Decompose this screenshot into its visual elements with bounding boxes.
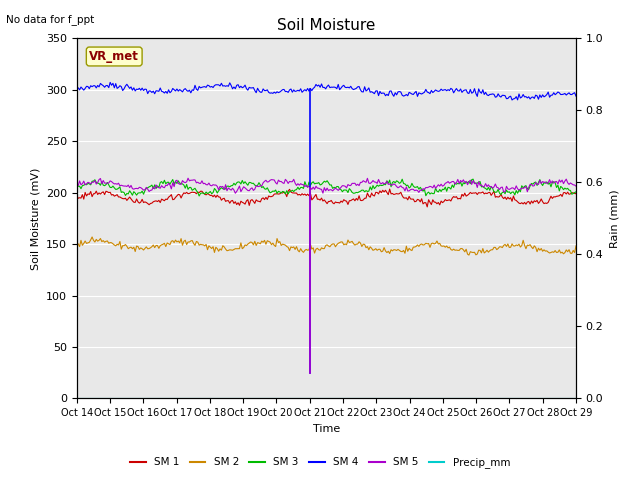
X-axis label: Time: Time bbox=[313, 424, 340, 433]
Legend: SM 1, SM 2, SM 3, SM 4, SM 5, Precip_mm: SM 1, SM 2, SM 3, SM 4, SM 5, Precip_mm bbox=[125, 453, 515, 472]
Title: Soil Moisture: Soil Moisture bbox=[277, 18, 376, 33]
Text: VR_met: VR_met bbox=[90, 50, 139, 63]
Y-axis label: Rain (mm): Rain (mm) bbox=[609, 189, 619, 248]
Text: No data for f_ppt: No data for f_ppt bbox=[6, 14, 95, 25]
Y-axis label: Soil Moisture (mV): Soil Moisture (mV) bbox=[30, 167, 40, 270]
